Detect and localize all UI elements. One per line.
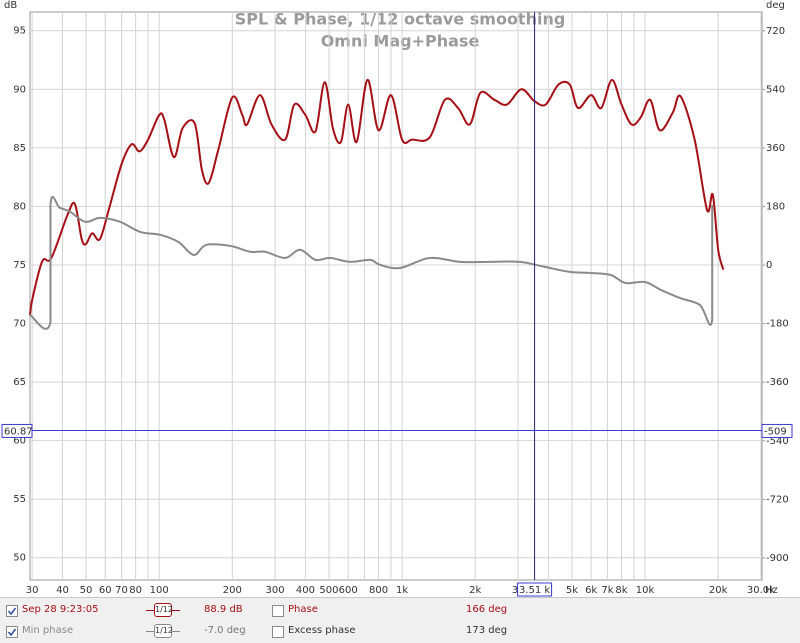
x-axis-label: Hz bbox=[765, 585, 778, 596]
cursor-x-box bbox=[517, 582, 553, 597]
x-tick-label: 300 bbox=[266, 585, 285, 596]
option-readout: 173 deg bbox=[466, 625, 508, 636]
x-tick-label: 600 bbox=[339, 585, 358, 596]
y2-tick-label: -720 bbox=[766, 494, 789, 505]
check-path bbox=[7, 628, 17, 637]
legend-row: Sep 28 9:23:05 1/12 88.9 dB Phase 166 deg bbox=[0, 601, 800, 621]
x-tick-label: 5k bbox=[566, 585, 578, 596]
y2-tick-label: 360 bbox=[766, 143, 785, 154]
option-checkbox[interactable] bbox=[272, 605, 284, 617]
option-name: Excess phase bbox=[288, 625, 356, 636]
x-tick-label: 70 bbox=[115, 585, 128, 596]
chart: SPL & Phase, 1/12 octave smoothing Omni … bbox=[1, 0, 793, 597]
series-checkbox[interactable] bbox=[6, 626, 18, 638]
cursor-y2-box bbox=[761, 423, 793, 438]
y2-tick-label: 180 bbox=[766, 202, 785, 213]
x-tick-label: 20k bbox=[709, 585, 728, 596]
y-tick-label: 60 bbox=[13, 436, 26, 447]
x-tick-label: 50 bbox=[80, 585, 93, 596]
x-tick-label: 100 bbox=[150, 585, 169, 596]
y-tick-label: 85 bbox=[13, 143, 26, 154]
chart-subtitle: Omni Mag+Phase bbox=[321, 32, 480, 51]
cursor-x-label: 3.51 k bbox=[519, 585, 550, 596]
y-tick-label: 50 bbox=[13, 553, 26, 564]
y-axis-label: dB bbox=[4, 0, 17, 11]
x-tick-label: 200 bbox=[223, 585, 242, 596]
x-tick-label: 30.0k bbox=[747, 585, 775, 596]
y-tick-label: 90 bbox=[13, 84, 26, 95]
x-tick-label: 40 bbox=[56, 585, 69, 596]
x-tick-label: 2k bbox=[469, 585, 481, 596]
smoothing-icon: 1/12 bbox=[146, 624, 180, 638]
series-line bbox=[29, 196, 714, 330]
x-tick-label: 6k bbox=[585, 585, 597, 596]
series-readout: -7.0 deg bbox=[204, 625, 246, 636]
y2-tick-label: 540 bbox=[766, 84, 785, 95]
y2-tick-label: -360 bbox=[766, 377, 789, 388]
x-tick-label: 800 bbox=[369, 585, 388, 596]
y-tick-label: 65 bbox=[13, 377, 26, 388]
x-tick-label: 7k bbox=[601, 585, 613, 596]
series-readout: 88.9 dB bbox=[204, 604, 243, 615]
y2-tick-label: -180 bbox=[766, 319, 789, 330]
series-name: Sep 28 9:23:05 bbox=[22, 604, 99, 615]
y-tick-label: 55 bbox=[13, 494, 26, 505]
series-checkbox[interactable] bbox=[6, 605, 18, 617]
y2-tick-label: 720 bbox=[766, 26, 785, 37]
x-tick-label: 30 bbox=[26, 585, 39, 596]
legend-panel: Sep 28 9:23:05 1/12 88.9 dB Phase 166 deg Min… bbox=[0, 597, 800, 643]
check-mark bbox=[7, 607, 17, 616]
x-tick-label: 400 bbox=[296, 585, 315, 596]
smoothing-label: 1/12 bbox=[154, 624, 173, 638]
smoothing-icon: 1/12 bbox=[146, 603, 180, 617]
y2-axis-label: deg bbox=[766, 0, 785, 11]
y2-tick-label: -900 bbox=[766, 553, 789, 564]
x-tick-label: 500 bbox=[319, 585, 338, 596]
cursor-y-box bbox=[1, 423, 33, 438]
check-path bbox=[7, 607, 17, 616]
plot-area bbox=[29, 11, 763, 581]
series-name: Min phase bbox=[22, 625, 74, 636]
y-tick-label: 75 bbox=[13, 260, 26, 271]
smoothing-label: 1/12 bbox=[154, 603, 173, 617]
option-checkbox[interactable] bbox=[272, 626, 284, 638]
cursor-y-label: 60.87 bbox=[4, 426, 33, 437]
y-tick-label: 95 bbox=[13, 26, 26, 37]
x-tick-label: 10k bbox=[636, 585, 655, 596]
check-mark bbox=[7, 628, 17, 637]
chart-title: SPL & Phase, 1/12 octave smoothing bbox=[235, 10, 566, 29]
x-tick-label: 80 bbox=[129, 585, 142, 596]
y-tick-label: 70 bbox=[13, 319, 26, 330]
series-line bbox=[29, 78, 725, 316]
x-tick-label: 60 bbox=[99, 585, 112, 596]
legend-row: Min phase 1/12 -7.0 deg Excess phase 173 deg bbox=[0, 622, 800, 642]
x-tick-label: 1k bbox=[396, 585, 408, 596]
option-readout: 166 deg bbox=[466, 604, 508, 615]
y2-tick-label: -540 bbox=[766, 436, 789, 447]
y2-tick-label: 0 bbox=[766, 260, 772, 271]
x-tick-label: 8k bbox=[615, 585, 627, 596]
y-tick-label: 80 bbox=[13, 201, 26, 212]
cursor-y2-label: -509 bbox=[764, 426, 787, 437]
option-name: Phase bbox=[288, 604, 318, 615]
